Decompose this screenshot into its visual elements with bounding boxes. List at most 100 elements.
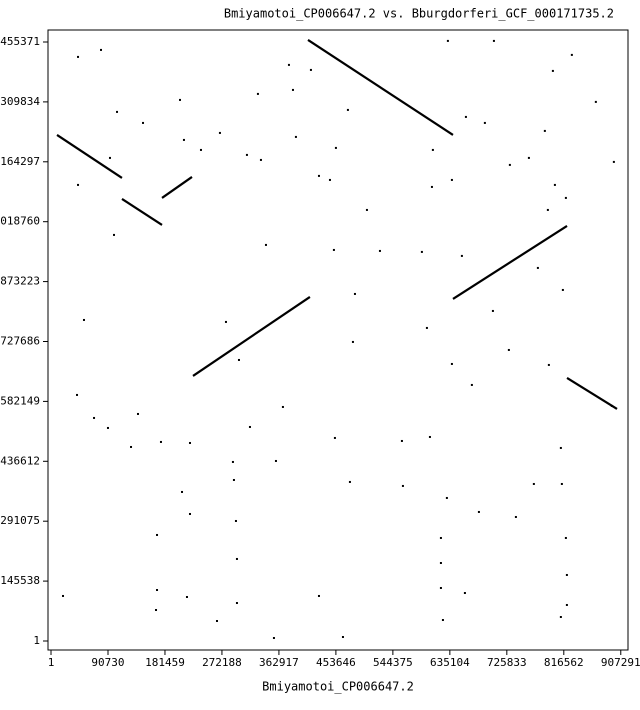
x-axis-label: Bmiyamotoi_CP006647.2: [262, 680, 414, 694]
match-dot: [332, 248, 335, 251]
y-tick-label: 1309834: [0, 95, 40, 108]
match-dot: [182, 138, 185, 141]
match-dot: [116, 110, 119, 113]
match-dot: [155, 609, 158, 612]
match-dot: [235, 602, 238, 605]
x-tick-label: 90730: [91, 656, 124, 669]
alignment-segment: [192, 296, 311, 377]
match-dot: [234, 519, 237, 522]
match-dot: [334, 146, 337, 149]
y-tick-label: 291075: [0, 514, 40, 527]
y-tick-label: 1: [33, 634, 40, 647]
match-dot: [159, 440, 162, 443]
match-dot: [564, 536, 567, 539]
y-tick-label: 1164297: [0, 155, 40, 168]
match-dot: [353, 292, 356, 295]
match-dot: [559, 616, 562, 619]
match-dot: [527, 156, 530, 159]
match-dot: [378, 249, 381, 252]
match-dot: [62, 594, 65, 597]
match-dot: [136, 412, 139, 415]
match-dot: [428, 435, 431, 438]
match-dot: [130, 445, 133, 448]
match-dot: [281, 405, 284, 408]
match-dot: [565, 573, 568, 576]
match-dot: [446, 39, 449, 42]
match-dot: [188, 512, 191, 515]
match-dot: [179, 98, 182, 101]
x-tick-label: 816562: [544, 656, 584, 669]
match-dot: [287, 63, 290, 66]
match-dot: [256, 92, 259, 95]
match-dot: [291, 88, 294, 91]
match-dot: [181, 490, 184, 493]
y-tick-label: 436612: [0, 454, 40, 467]
match-dot: [551, 69, 554, 72]
match-dot: [547, 363, 550, 366]
match-dot: [77, 55, 80, 58]
match-dot: [215, 619, 218, 622]
match-dot: [425, 326, 428, 329]
y-tick-label: 727686: [0, 334, 40, 347]
y-tick-label: 873223: [0, 275, 40, 288]
match-dot: [594, 100, 597, 103]
x-tick-label: 907291: [601, 656, 640, 669]
match-dot: [77, 183, 80, 186]
match-dot: [82, 318, 85, 321]
match-dot: [610, 404, 613, 407]
match-dot: [463, 592, 466, 595]
match-dot: [294, 135, 297, 138]
match-dot: [245, 153, 248, 156]
match-dot: [483, 121, 486, 124]
match-dot: [248, 425, 251, 428]
match-dot: [439, 586, 442, 589]
match-dot: [420, 250, 423, 253]
match-dot: [317, 594, 320, 597]
x-tick-label: 362917: [259, 656, 299, 669]
match-dot: [470, 383, 473, 386]
match-dot: [224, 320, 227, 323]
match-dot: [439, 562, 442, 565]
match-dot: [188, 441, 191, 444]
match-dot: [341, 636, 344, 639]
x-tick-label: 635104: [430, 656, 470, 669]
match-dot: [93, 416, 96, 419]
match-dot: [570, 53, 573, 56]
match-dot: [274, 459, 277, 462]
match-dot: [560, 482, 563, 485]
y-tick-label: 145538: [0, 574, 40, 587]
x-tick-label: 453646: [316, 656, 356, 669]
match-dot: [333, 436, 336, 439]
match-dot: [464, 115, 467, 118]
match-dot: [564, 196, 567, 199]
match-dot: [218, 131, 221, 134]
match-dot: [199, 148, 202, 151]
match-dot: [559, 446, 562, 449]
y-tick-label: 1455371: [0, 35, 40, 48]
match-dot: [400, 439, 403, 442]
match-dot: [272, 636, 275, 639]
match-dot: [351, 340, 354, 343]
match-dot: [156, 533, 159, 536]
match-dot: [460, 254, 463, 257]
match-dot: [431, 148, 434, 151]
y-tick-label: 1018760: [0, 215, 40, 228]
x-tick-label: 1: [48, 656, 55, 669]
match-dot: [401, 484, 404, 487]
match-dot: [231, 460, 234, 463]
match-dot: [348, 480, 351, 483]
x-tick-label: 544375: [373, 656, 413, 669]
match-dot: [441, 619, 444, 622]
match-dot: [553, 183, 556, 186]
match-dot: [237, 358, 240, 361]
match-dot: [259, 158, 262, 161]
match-dot: [309, 68, 312, 71]
match-dot: [232, 478, 235, 481]
match-dot: [235, 557, 238, 560]
match-dot: [445, 496, 448, 499]
match-dot: [106, 426, 109, 429]
alignment-segment: [307, 38, 454, 136]
match-dot: [450, 178, 453, 181]
